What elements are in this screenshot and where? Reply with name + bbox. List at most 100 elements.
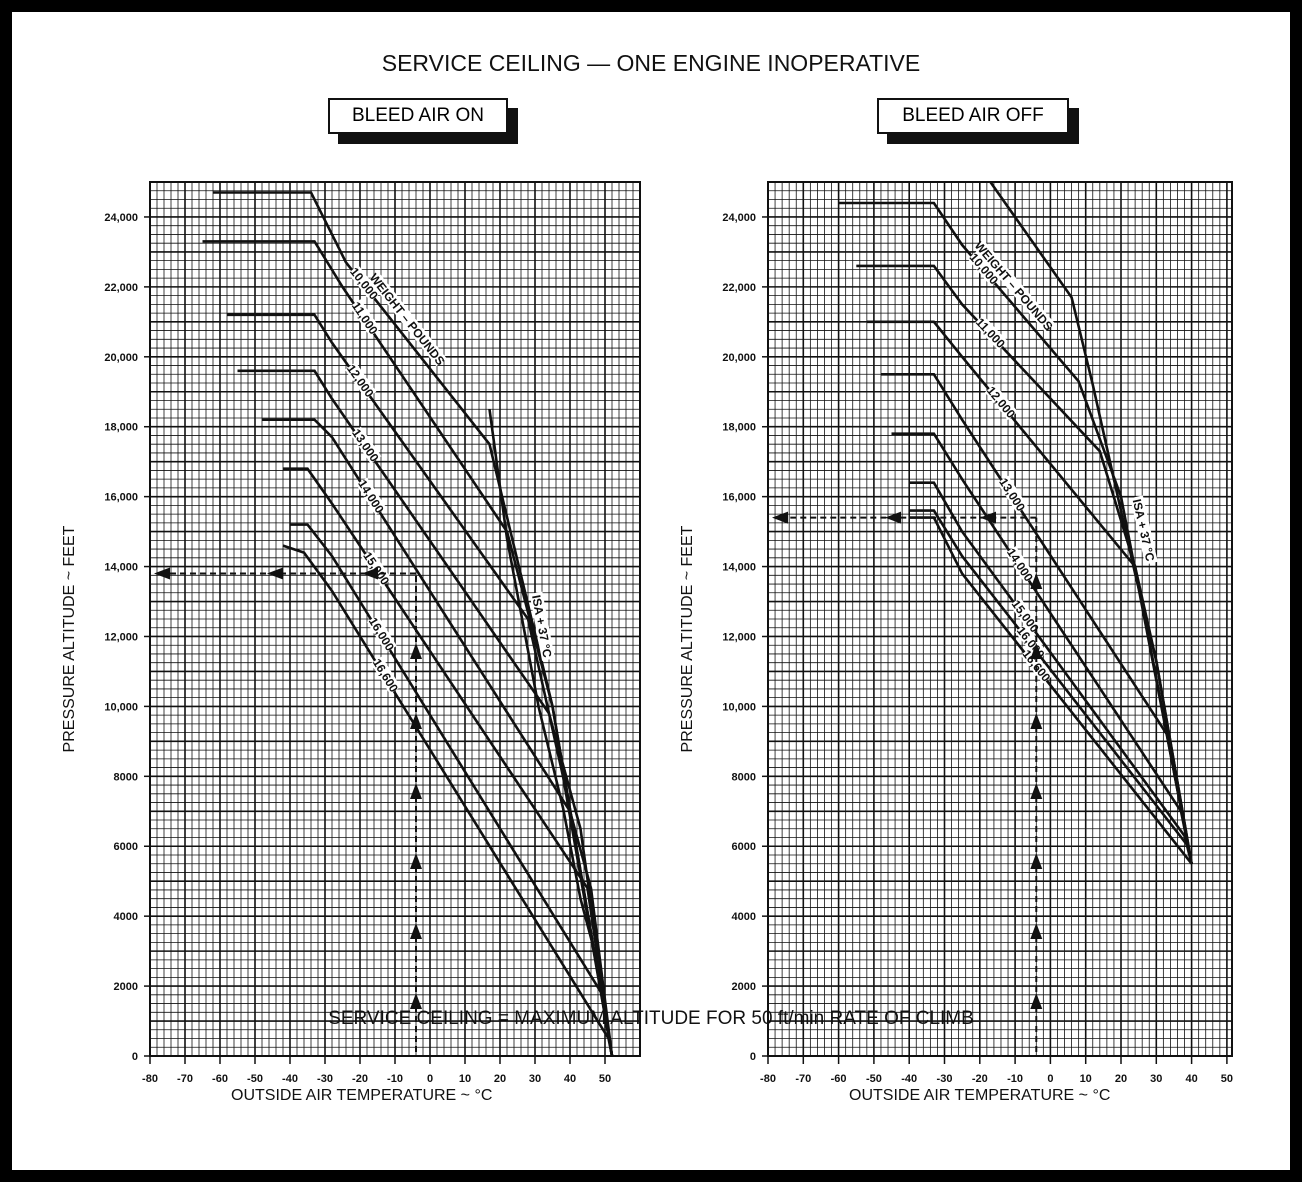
y-tick-label: 8000 [114, 771, 138, 783]
left-arrow-head [980, 511, 996, 524]
x-tick-label: 40 [564, 1073, 576, 1085]
up-arrow-head [1030, 713, 1043, 729]
y-tick-label: 24,000 [104, 212, 138, 224]
y-axis-label: PRESSURE ALTITUDE ~ FEET [679, 525, 696, 752]
y-tick-label: 0 [750, 1051, 756, 1063]
chart-title: SERVICE CEILING — ONE ENGINE INOPERATIVE [381, 50, 921, 76]
x-tick-label: -20 [972, 1073, 988, 1085]
label-bg [1020, 647, 1054, 684]
x-tick-label: 0 [1047, 1073, 1053, 1085]
footer-note: SERVICE CEILING = MAXIMUM ALTITUDE FOR 5… [328, 1008, 974, 1029]
y-tick-label: 10,000 [722, 701, 756, 713]
x-tick-label: -20 [352, 1073, 368, 1085]
series-line-12-000 [227, 313, 614, 1057]
left-arrow-head [885, 511, 901, 524]
x-tick-label: -80 [760, 1073, 776, 1085]
label-bg [529, 591, 555, 661]
x-tick-label: -60 [831, 1073, 847, 1085]
y-tick-label: 8000 [732, 771, 756, 783]
up-arrow-head [1030, 993, 1043, 1009]
y-tick-label: 18,000 [104, 422, 138, 434]
label-bg [984, 383, 1018, 421]
y-tick-label: 2000 [114, 981, 138, 993]
x-tick-label: 10 [1080, 1073, 1092, 1085]
x-tick-label: -30 [937, 1073, 953, 1085]
y-tick-label: 12,000 [104, 631, 138, 643]
series-line-isa-37-c [989, 181, 1193, 864]
label-bg [1004, 546, 1036, 584]
x-axis-label: OUTSIDE AIR TEMPERATURE ~ °C [849, 1087, 1110, 1104]
up-arrow-head [410, 923, 422, 939]
y-tick-label: 22,000 [722, 282, 756, 294]
x-tick-label: -30 [317, 1073, 333, 1085]
y-tick-label: 18,000 [722, 422, 756, 434]
label-bg [370, 656, 401, 694]
up-arrow-head [1030, 783, 1043, 799]
series-line-13-000 [881, 372, 1193, 864]
left-arrow-head [362, 567, 378, 580]
x-tick-label: -40 [282, 1073, 298, 1085]
y-axis-label: PRESSURE ALTITUDE ~ FEET [61, 525, 78, 752]
x-tick-label: -50 [247, 1073, 263, 1085]
x-tick-label: 30 [529, 1073, 541, 1085]
y-tick-label: 20,000 [104, 352, 138, 364]
x-tick-label: 20 [494, 1073, 506, 1085]
y-tick-label: 6000 [732, 841, 756, 853]
x-tick-label: -70 [177, 1073, 193, 1085]
x-tick-label: 40 [1185, 1073, 1197, 1085]
chart-bleed-air-on: -80 -70 -60 -50 -40 -30 -20 -10 0 10 20 30 40 50 0 2000… [61, 181, 641, 1104]
series-line-15-000 [283, 467, 614, 1057]
y-tick-label: 24,000 [722, 212, 756, 224]
y-tick-label: 22,000 [104, 282, 138, 294]
x-tick-label: -40 [901, 1073, 917, 1085]
y-tick-label: 10,000 [104, 701, 138, 713]
left-arrow-head [267, 567, 283, 580]
up-arrow-head [410, 643, 422, 659]
left-arrow-head [154, 567, 170, 580]
up-arrow-head [410, 993, 422, 1009]
series-line-isa-37-c [488, 409, 614, 1057]
up-arrow-head [1030, 643, 1043, 659]
y-tick-label: 16,000 [104, 492, 138, 504]
series-line-14-000 [262, 418, 614, 1057]
label-bg [967, 250, 1001, 287]
x-tick-label: -60 [212, 1073, 228, 1085]
y-tick-label: 4000 [114, 911, 138, 923]
y-tick-label: 6000 [114, 841, 138, 853]
x-tick-label: 10 [459, 1073, 471, 1085]
label-bg [997, 475, 1028, 514]
up-arrow-head [410, 713, 422, 729]
x-tick-label: -80 [142, 1073, 158, 1085]
label-bg [973, 239, 1055, 332]
y-tick-label: 12,000 [722, 631, 756, 643]
label-bg [356, 477, 387, 515]
up-arrow-head [410, 783, 422, 799]
y-tick-label: 2000 [732, 981, 756, 993]
label-bg [344, 362, 377, 400]
y-tick-label: 16,000 [722, 492, 756, 504]
label-bg [973, 315, 1008, 351]
bleed-air-on-label: BLEED AIR ON [328, 98, 508, 134]
label-bg [366, 615, 397, 653]
label-bg [1009, 597, 1042, 635]
left-arrow-head [772, 511, 788, 524]
chart-bleed-air-off: -80 -70 -60 -50 -40 -30 -20 -10 0 10 20 30 40 50 0 2000… [679, 181, 1233, 1104]
x-tick-label: 50 [599, 1073, 611, 1085]
grid [767, 181, 1232, 1057]
x-tick-label: -10 [1007, 1073, 1023, 1085]
x-tick-label: 20 [1115, 1073, 1127, 1085]
y-tick-label: 0 [132, 1051, 138, 1063]
label-bg [349, 299, 381, 337]
x-tick-label: -50 [866, 1073, 882, 1085]
up-arrow-head [1030, 573, 1043, 589]
bleed-air-off-label: BLEED AIR OFF [877, 98, 1069, 134]
y-tick-label: 14,000 [722, 562, 756, 574]
label-bg [350, 426, 382, 464]
x-axis-label: OUTSIDE AIR TEMPERATURE ~ °C [231, 1087, 492, 1104]
x-tick-label: 50 [1221, 1073, 1233, 1085]
x-tick-label: -10 [387, 1073, 403, 1085]
grid [149, 181, 641, 1057]
up-arrow-head [1030, 923, 1043, 939]
up-arrow-head [410, 853, 422, 869]
